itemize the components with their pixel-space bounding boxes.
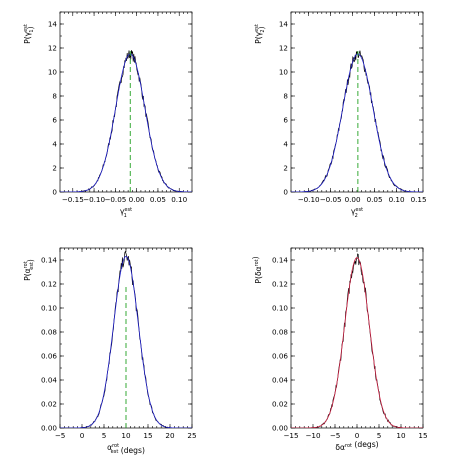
y-axis-label: P(αrotest) bbox=[23, 259, 35, 281]
x-tick-label: 10 bbox=[396, 431, 406, 440]
x-tick-label: 0.05 bbox=[367, 195, 383, 204]
x-tick-label: 0.00 bbox=[129, 195, 145, 204]
x-tick-label: 5 bbox=[102, 431, 107, 440]
y-tick-label: 6 bbox=[52, 116, 57, 125]
x-tick-label: −15 bbox=[283, 431, 298, 440]
x-axis-label: δαrot (degs) bbox=[335, 440, 378, 452]
gaussian-fit-series bbox=[291, 257, 423, 428]
y-tick-label: 12 bbox=[48, 44, 57, 53]
x-axis-label: αrot est (degs) bbox=[107, 443, 145, 455]
y-tick-label: 0.14 bbox=[272, 256, 288, 265]
panel-gamma2: −0.10 −0.05 0.00 0.05 0.10 0.15 0 2 4 6 8 10 12 14 γes… bbox=[254, 11, 427, 219]
panel-alpha-rot: −5 0 5 10 15 20 25 0.00 0.02 0.04 0.06 0.08 0.10 0.12… bbox=[23, 247, 197, 455]
y-tick-label: 4 bbox=[52, 140, 57, 149]
histogram-series bbox=[291, 253, 423, 428]
x-axis-label: γest 2 bbox=[351, 207, 363, 219]
y-tick-label: 0.00 bbox=[272, 424, 288, 433]
y-tick-label: 0.14 bbox=[41, 256, 57, 265]
y-tick-label: 0.02 bbox=[272, 400, 288, 409]
x-tick-label: −0.15 bbox=[62, 195, 84, 204]
y-tick-label: 0.04 bbox=[272, 376, 288, 385]
y-axis-label: P(δαrot) bbox=[251, 256, 263, 283]
x-tick-label: 0.10 bbox=[171, 195, 187, 204]
y-tick-label: 0.12 bbox=[272, 280, 288, 289]
y-tick-label: 8 bbox=[283, 92, 288, 101]
y-axis-label: P(γest1) bbox=[23, 24, 35, 44]
x-tick-label: −5 bbox=[55, 431, 66, 440]
x-tick-label: −0.05 bbox=[104, 195, 126, 204]
x-tick-label: −0.10 bbox=[298, 195, 320, 204]
y-tick-label: 2 bbox=[283, 164, 288, 173]
y-tick-label: 0.12 bbox=[41, 280, 57, 289]
gaussian-fit-series bbox=[60, 53, 192, 192]
x-tick-label: 5 bbox=[377, 431, 382, 440]
histogram-series bbox=[60, 50, 192, 192]
x-tick-label: 0.15 bbox=[411, 195, 427, 204]
plot-frame bbox=[290, 11, 424, 193]
y-tick-label: 0.06 bbox=[41, 352, 57, 361]
x-tick-label: 0 bbox=[355, 431, 360, 440]
y-tick-label: 4 bbox=[283, 140, 288, 149]
panel-gamma1: −0.15 −0.10 −0.05 0.00 0.05 0.10 0 2 4 6 8 10 12 14 γe… bbox=[23, 11, 193, 219]
plot-frame bbox=[290, 247, 424, 429]
y-tick-label: 12 bbox=[279, 44, 288, 53]
y-tick-label: 0.00 bbox=[41, 424, 57, 433]
x-tick-label: −10 bbox=[305, 431, 321, 440]
x-tick-label: 25 bbox=[187, 431, 196, 440]
x-tick-label: −0.10 bbox=[83, 195, 105, 204]
x-tick-label: 0.00 bbox=[345, 195, 361, 204]
y-tick-label: 0 bbox=[52, 188, 57, 197]
plot-frame bbox=[59, 11, 193, 193]
x-tick-label: 20 bbox=[165, 431, 175, 440]
y-tick-label: 0.08 bbox=[272, 328, 288, 337]
y-axis-label: P(γest2) bbox=[254, 24, 266, 44]
y-tick-label: 0.06 bbox=[272, 352, 288, 361]
y-tick-label: 14 bbox=[48, 20, 58, 29]
x-tick-label: 15 bbox=[143, 431, 152, 440]
x-tick-label: 15 bbox=[418, 431, 427, 440]
x-tick-label: −5 bbox=[330, 431, 341, 440]
gaussian-fit-series bbox=[291, 53, 423, 192]
y-tick-label: 0.02 bbox=[41, 400, 57, 409]
y-tick-label: 0.08 bbox=[41, 328, 57, 337]
x-tick-label: 10 bbox=[121, 431, 131, 440]
y-tick-label: 10 bbox=[48, 68, 58, 77]
y-tick-label: 0.10 bbox=[41, 304, 57, 313]
y-tick-label: 14 bbox=[279, 20, 289, 29]
y-tick-label: 0.10 bbox=[272, 304, 288, 313]
y-tick-label: 8 bbox=[52, 92, 57, 101]
x-tick-label: 0.05 bbox=[150, 195, 166, 204]
y-tick-label: 2 bbox=[52, 164, 57, 173]
y-tick-label: 0 bbox=[283, 188, 288, 197]
gaussian-fit-series bbox=[60, 255, 192, 428]
x-tick-label: 0 bbox=[80, 431, 85, 440]
y-tick-label: 6 bbox=[283, 116, 288, 125]
y-tick-label: 10 bbox=[279, 68, 289, 77]
histogram-series bbox=[291, 50, 423, 192]
panel-delta-alpha-rot: −15 −10 −5 0 5 10 15 0.00 0.02 0.04 0.06 0.08 0.10 0.… bbox=[251, 247, 428, 452]
x-tick-label: 0.10 bbox=[389, 195, 405, 204]
y-tick-label: 0.04 bbox=[41, 376, 57, 385]
x-axis-label: γest 1 bbox=[120, 207, 132, 219]
x-tick-label: −0.05 bbox=[320, 195, 342, 204]
